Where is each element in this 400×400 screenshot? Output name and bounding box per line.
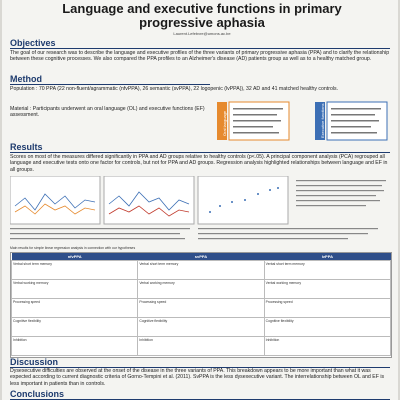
note-lines	[296, 180, 386, 207]
column-header: nfvPPA	[11, 253, 138, 261]
column-header: svPPA	[137, 253, 265, 261]
decorative-line	[108, 205, 190, 217]
heading: Objectives	[10, 38, 390, 49]
table: nfvPPA svPPA lvPPA Verbal short term mem…	[10, 253, 392, 356]
title: Language and executive functions in prim…	[62, 1, 342, 30]
results-text: Scores on most of the measures differed …	[10, 154, 388, 173]
diagram-lines	[233, 108, 381, 134]
objectives-text: The goal of our research was to describe…	[10, 50, 390, 63]
table-row: Verbal short term memory Verbal short ter…	[10, 260, 392, 280]
heading: Discussion	[10, 357, 390, 368]
table-cell: Verbal short term memory	[10, 260, 139, 280]
diagram-bar	[217, 102, 227, 140]
table-cell: Inhibition	[263, 336, 392, 356]
table-cell: Cognitive flexibility	[10, 317, 139, 337]
table-cell: Verbal working memory	[137, 279, 265, 299]
diagram-label: Executive functions	[320, 104, 325, 138]
decorative-line	[14, 193, 96, 211]
table-cell: Processing speed	[137, 298, 265, 318]
method-diagram: Oral language Executive functions	[217, 101, 388, 141]
discussion-text: Dysexecutive difficulties are observed a…	[10, 368, 385, 387]
column-header: lvPPA	[264, 253, 391, 261]
table-cell: Verbal short term memory	[137, 260, 265, 280]
table-caption: Main results for simple linear regressio…	[10, 246, 136, 250]
heading: Method	[10, 74, 210, 85]
table-row: Cognitive flexibility Cognitive flexibili…	[10, 317, 392, 337]
table-cell: Processing speed	[263, 298, 392, 318]
table-cell: Verbal short term memory	[263, 260, 392, 280]
table-cell: Verbal working memory	[10, 279, 139, 299]
material-text: Material : Participants underwent an ora…	[10, 106, 205, 119]
decorative-points	[209, 187, 279, 213]
table-row: Verbal working memory Verbal working memo…	[10, 279, 392, 299]
table-cell: Inhibition	[10, 336, 139, 356]
table-row: Inhibition Inhibition Inhibition	[10, 336, 392, 356]
diagram-bar	[315, 102, 325, 140]
chart-panel	[197, 176, 289, 225]
results-table: nfvPPA svPPA lvPPA Verbal short term mem…	[10, 252, 392, 358]
decorative-line	[14, 203, 96, 215]
table-cell: Processing speed	[10, 298, 139, 318]
results-figures	[10, 176, 390, 240]
population-text: Population : 70 PPA (22 non-fluent/agram…	[10, 86, 339, 92]
table-cell: Verbal working memory	[263, 279, 392, 299]
heading: Results	[10, 142, 390, 153]
table-cell: Inhibition	[137, 336, 265, 356]
table-cell: Cognitive flexibility	[137, 317, 265, 337]
heading: Conclusions	[10, 389, 390, 400]
note-lines	[10, 228, 378, 240]
decorative-line	[108, 191, 190, 211]
table-row: Processing speed Processing speed Processi…	[10, 298, 392, 318]
diagram-label: Oral language	[222, 110, 227, 136]
author: Laurent.Lefebvre@umons.ac.be	[173, 31, 231, 36]
chart-panel	[103, 176, 195, 225]
table-body: Verbal short term memory Verbal short ter…	[10, 260, 392, 356]
table-cell: Cognitive flexibility	[263, 317, 392, 337]
